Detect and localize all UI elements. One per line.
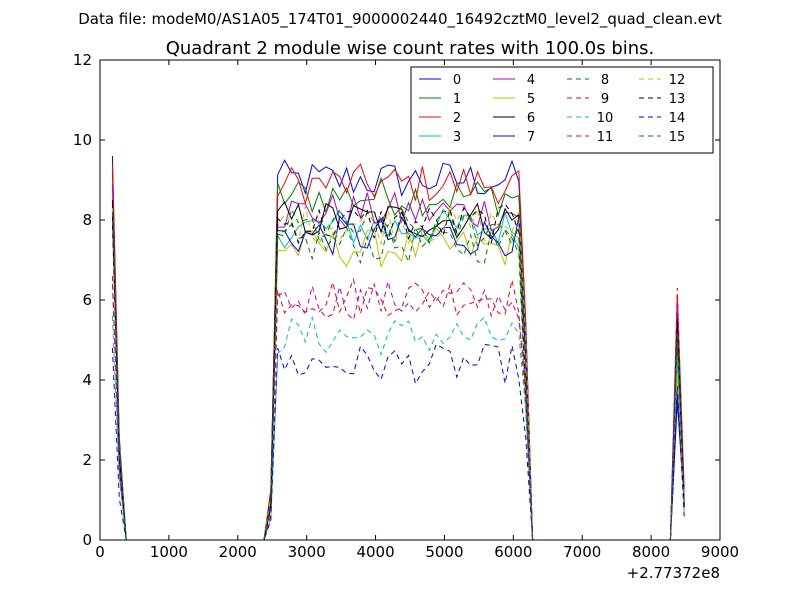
y-tick-label-10: 10 (73, 131, 92, 149)
figure-suptitle: Data file: modeM0/AS1A05_174T01_90000024… (78, 10, 722, 29)
y-tick-label-0: 0 (82, 531, 92, 549)
y-tick-label-6: 6 (82, 291, 92, 309)
legend-label-12: 12 (669, 73, 686, 88)
plot-area: 0 1000 2000 3000 4000 5000 6000 7000 8000 9000 0 2 4… (73, 51, 739, 582)
legend-label-5: 5 (527, 92, 535, 107)
legend-label-13: 13 (669, 92, 686, 107)
x-tick-label-5000: 5000 (425, 543, 463, 561)
legend-label-9: 9 (601, 92, 609, 107)
legend-label-7: 7 (527, 130, 535, 145)
legend-label-14: 14 (669, 111, 686, 126)
legend-label-3: 3 (453, 130, 461, 145)
x-tick-label-7000: 7000 (563, 543, 601, 561)
legend-label-15: 15 (669, 130, 686, 145)
legend-label-11: 11 (597, 130, 614, 145)
x-tick-label-6000: 6000 (494, 543, 532, 561)
y-tick-label-2: 2 (82, 451, 92, 469)
legend-box (410, 66, 714, 154)
x-tick-label-1000: 1000 (150, 543, 188, 561)
x-tick-label-3000: 3000 (288, 543, 326, 561)
x-tick-label-2000: 2000 (219, 543, 257, 561)
legend-label-0: 0 (453, 73, 461, 88)
legend-label-4: 4 (527, 73, 535, 88)
y-tick-label-8: 8 (82, 211, 92, 229)
x-offset-label: +2.77372e8 (627, 564, 720, 582)
legend-label-8: 8 (601, 73, 609, 88)
x-tick-label-0: 0 (95, 543, 105, 561)
y-tick-label-4: 4 (82, 371, 92, 389)
y-tick-label-12: 12 (73, 51, 92, 69)
legend-label-2: 2 (453, 111, 461, 126)
x-tick-label-9000: 9000 (701, 543, 739, 561)
x-tick-label-4000: 4000 (356, 543, 394, 561)
chart-title: Quadrant 2 module wise count rates with … (166, 38, 655, 59)
legend-label-1: 1 (453, 92, 461, 107)
x-tick-label-8000: 8000 (632, 543, 670, 561)
legend-label-10: 10 (597, 111, 614, 126)
legend-label-6: 6 (527, 111, 535, 126)
